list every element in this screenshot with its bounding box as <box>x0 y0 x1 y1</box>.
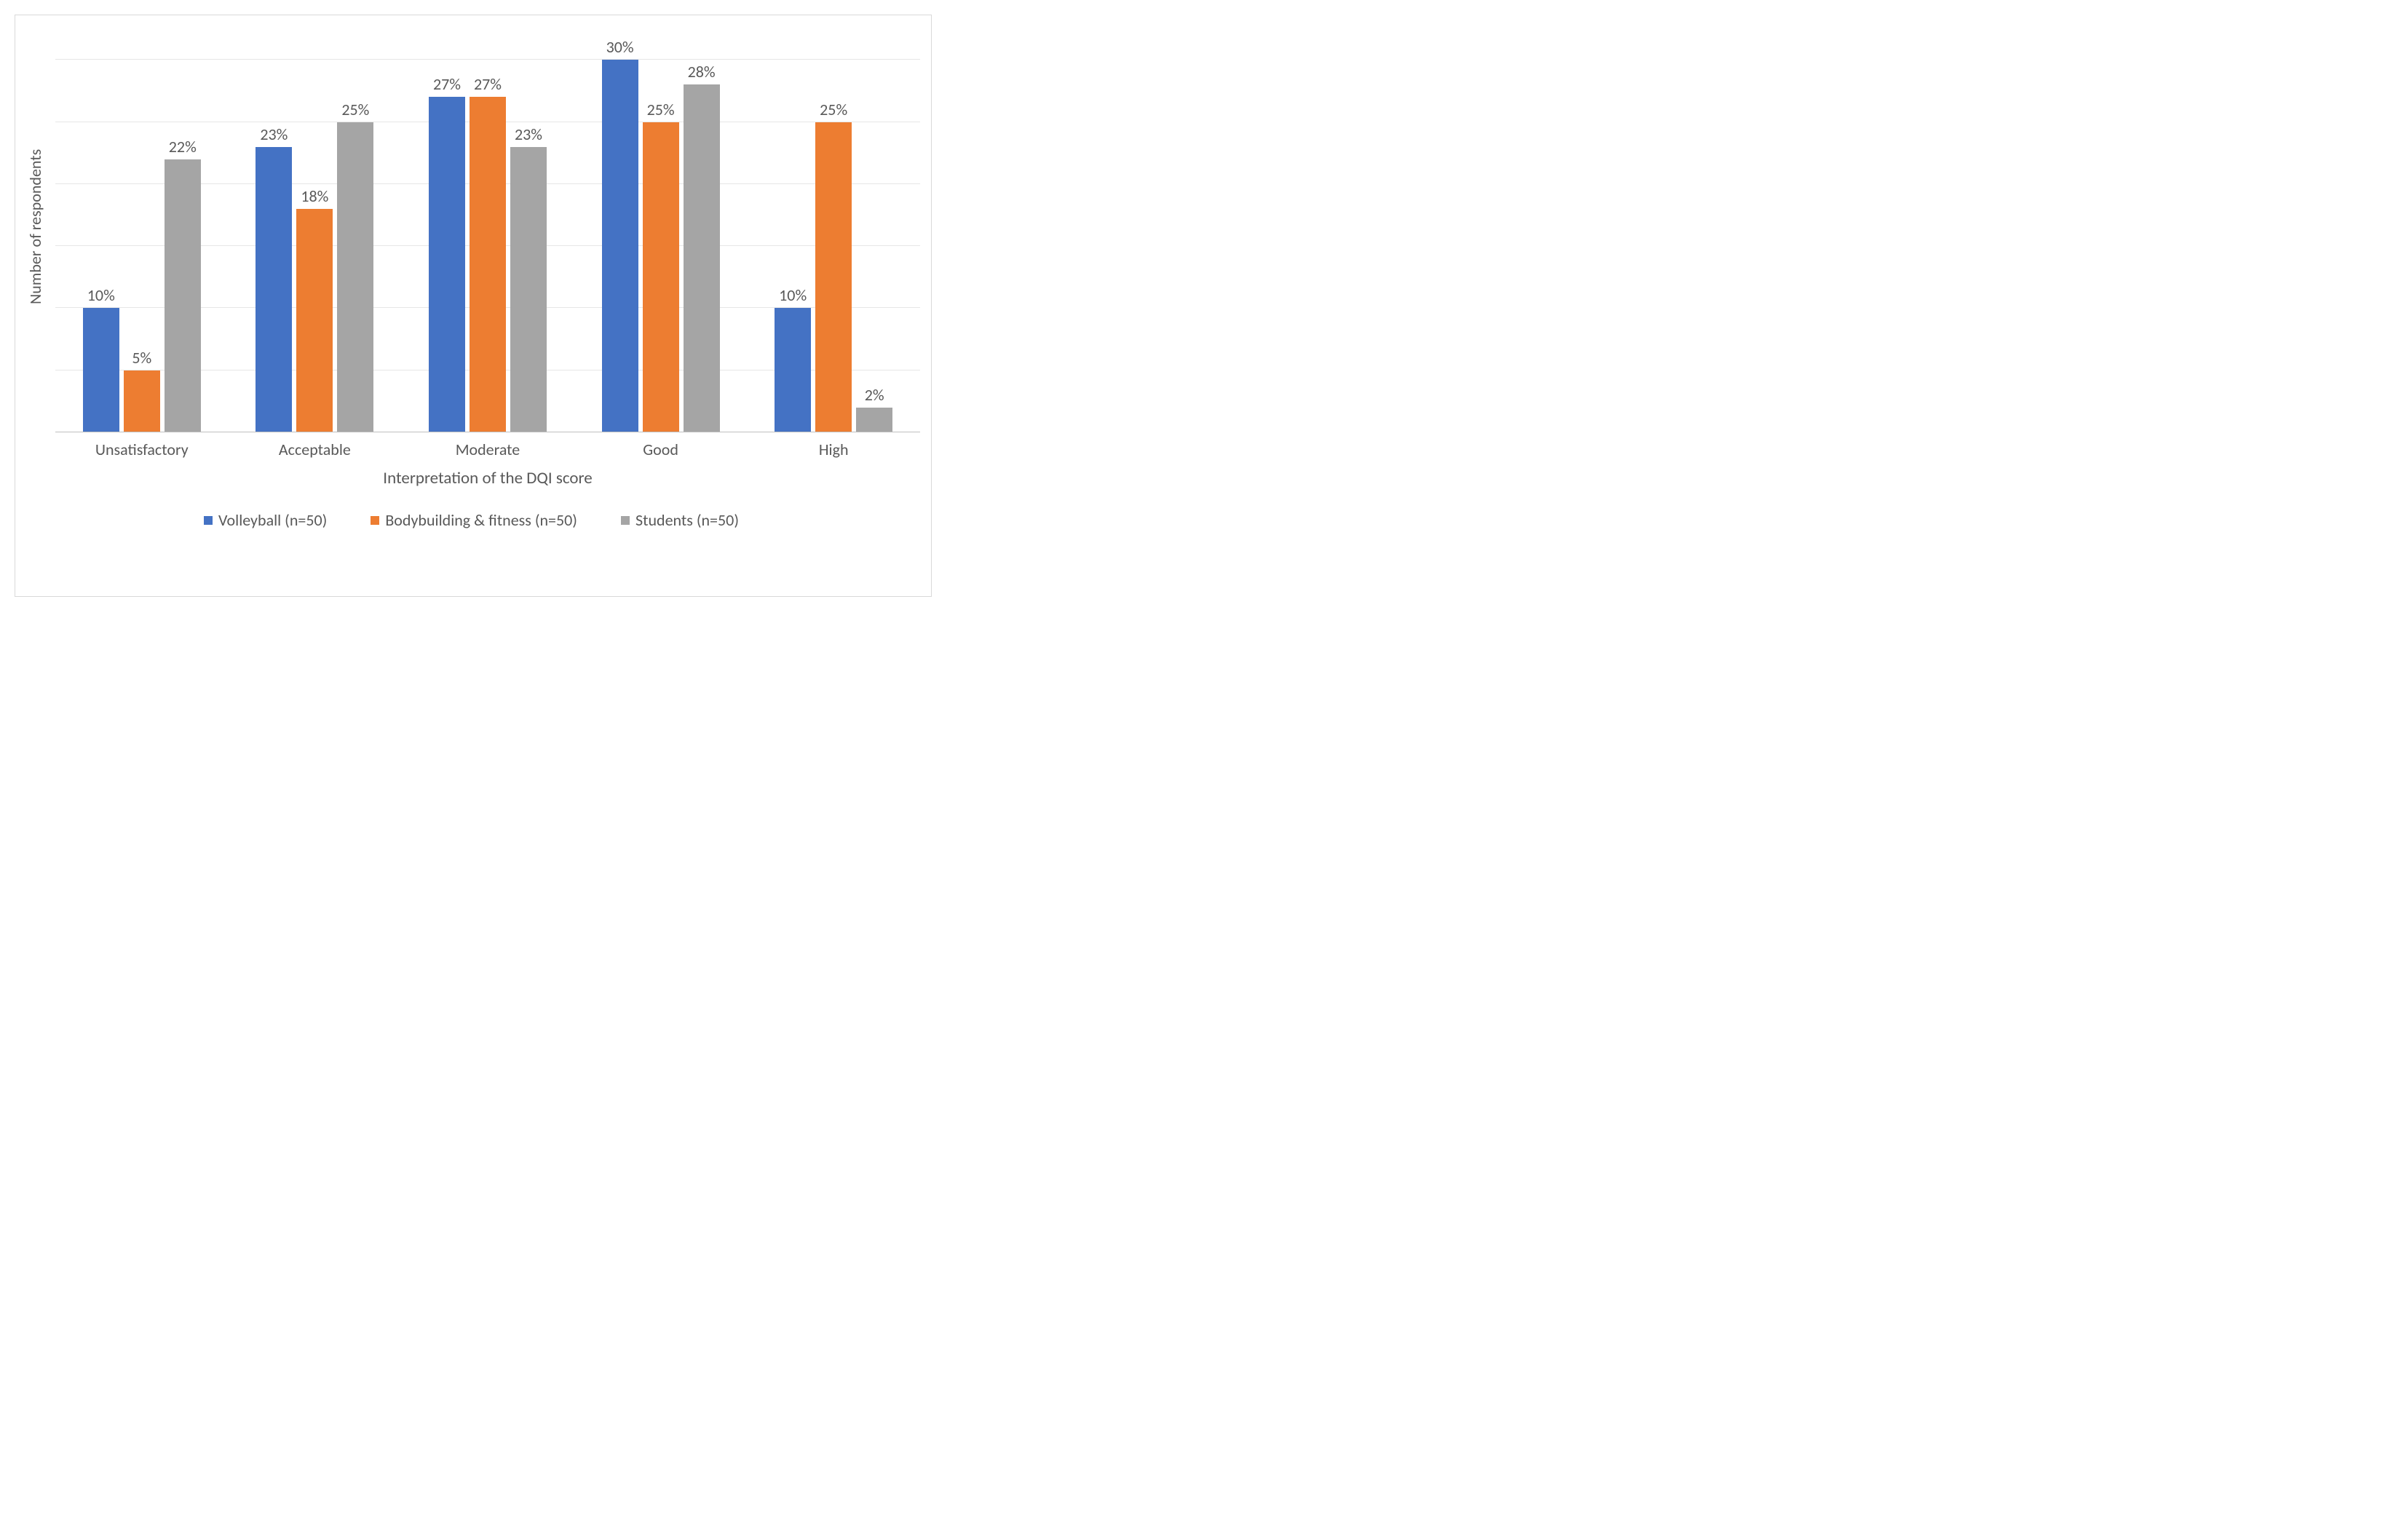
bar-wrap: 25% <box>643 23 679 432</box>
bar <box>775 308 811 432</box>
bar-wrap: 25% <box>337 23 373 432</box>
chart-container: Number of respondents 10%5%22%23%18%25%2… <box>15 15 932 597</box>
bar <box>684 84 720 432</box>
bar <box>856 408 892 432</box>
legend-swatch <box>621 516 630 525</box>
bar-groups: 10% 5% 22% 23% 18% 25% 27% 27% 23% 30% 25% 28% 10% 25… <box>55 23 920 432</box>
bar-wrap: 22% <box>165 23 201 432</box>
bar-group: 23% 18% 25% <box>229 23 402 432</box>
bar-group: 30% 25% 28% <box>574 23 748 432</box>
x-tick-label: Moderate <box>401 432 574 459</box>
bar-wrap: 23% <box>256 23 292 432</box>
bar <box>815 122 852 433</box>
bar-wrap: 18% <box>296 23 333 432</box>
bar-group: 10% 25% 2% <box>747 23 920 432</box>
bar-wrap: 25% <box>815 23 852 432</box>
y-axis-label: Number of respondents <box>23 23 48 430</box>
bar-value-label: 28% <box>688 62 716 82</box>
bar-value-label: 23% <box>260 124 288 144</box>
x-axis-ticks: UnsatisfactoryAcceptableModerateGoodHigh <box>55 432 920 459</box>
legend-label: Students (n=50) <box>635 510 739 530</box>
bar <box>429 97 465 432</box>
x-tick-label: High <box>747 432 920 459</box>
bar-value-label: 30% <box>606 37 634 57</box>
bar <box>602 60 638 432</box>
legend-item: Students (n=50) <box>621 510 739 530</box>
x-tick-label: Good <box>574 432 748 459</box>
bar-value-label: 5% <box>132 348 151 368</box>
legend-label: Bodybuilding & fitness (n=50) <box>385 510 577 530</box>
bar-wrap: 23% <box>510 23 547 432</box>
bar-wrap: 27% <box>429 23 465 432</box>
legend-item: Volleyball (n=50) <box>204 510 327 530</box>
bar-value-label: 2% <box>865 385 884 405</box>
bar-value-label: 25% <box>341 100 369 119</box>
plot-area: 10% 5% 22% 23% 18% 25% 27% 27% 23% 30% 25% 28% 10% 25… <box>55 23 920 432</box>
legend-label: Volleyball (n=50) <box>218 510 327 530</box>
bar-value-label: 18% <box>301 186 328 206</box>
bar <box>124 370 160 432</box>
bar-value-label: 25% <box>820 100 847 119</box>
bar <box>470 97 506 432</box>
bar <box>256 147 292 432</box>
bar-value-label: 23% <box>515 124 542 144</box>
bar-value-label: 22% <box>169 137 197 156</box>
bar-wrap: 27% <box>470 23 506 432</box>
bar-value-label: 25% <box>647 100 675 119</box>
bar-wrap: 28% <box>684 23 720 432</box>
x-axis-label: Interpretation of the DQI score <box>55 468 920 488</box>
bar <box>296 209 333 432</box>
bar-value-label: 10% <box>87 285 115 305</box>
bar <box>83 308 119 432</box>
bar-wrap: 10% <box>83 23 119 432</box>
legend-item: Bodybuilding & fitness (n=50) <box>371 510 577 530</box>
bar-wrap: 5% <box>124 23 160 432</box>
bar <box>643 122 679 433</box>
plot-wrap: 10% 5% 22% 23% 18% 25% 27% 27% 23% 30% 25% 28% 10% 25… <box>48 23 920 488</box>
bar-group: 10% 5% 22% <box>55 23 229 432</box>
bar-value-label: 27% <box>474 74 502 94</box>
legend-swatch <box>204 516 213 525</box>
legend-swatch <box>371 516 379 525</box>
bar-wrap: 10% <box>775 23 811 432</box>
bar-group: 27% 27% 23% <box>401 23 574 432</box>
bar-wrap: 30% <box>602 23 638 432</box>
bar-value-label: 10% <box>779 285 807 305</box>
legend: Volleyball (n=50) Bodybuilding & fitness … <box>23 510 920 530</box>
x-tick-label: Unsatisfactory <box>55 432 229 459</box>
bar <box>337 122 373 433</box>
bar-value-label: 27% <box>433 74 461 94</box>
bar <box>510 147 547 432</box>
chart-body: Number of respondents 10%5%22%23%18%25%2… <box>23 23 920 488</box>
x-tick-label: Acceptable <box>229 432 402 459</box>
bar-wrap: 2% <box>856 23 892 432</box>
bar <box>165 159 201 432</box>
